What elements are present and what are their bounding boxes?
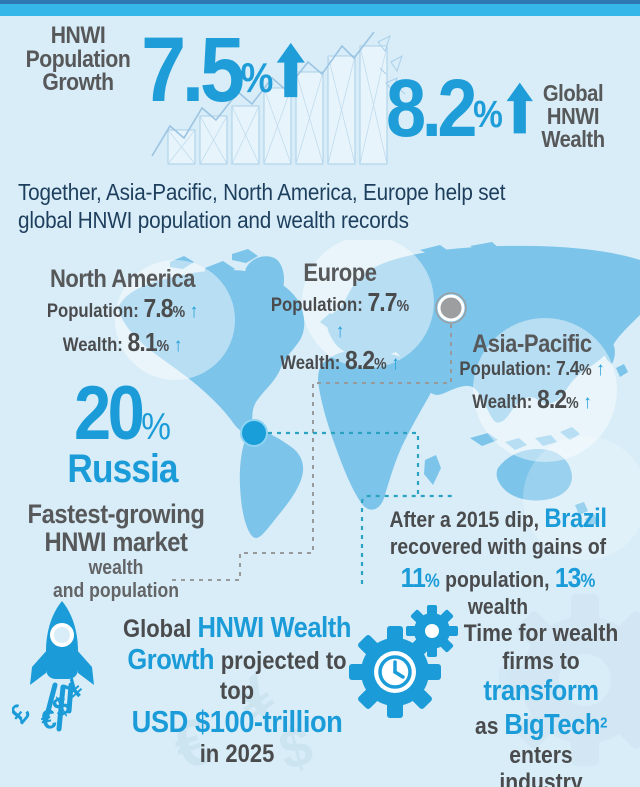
region-wealth-stat: Wealth: 8.1% ↑ [62, 326, 183, 357]
region-block-europe: Europe Population: 7.7% ↑ Wealth: 8.2% ↑ [265, 260, 415, 377]
message-line-4: industry [499, 769, 583, 787]
brazil-line-3: 11% population, 13% wealth [400, 561, 596, 620]
wealth-value: 8.2 [345, 344, 375, 375]
wealth-growth-value: 8.2 [386, 63, 478, 154]
watermark-gear [499, 594, 640, 766]
brazil-note: After a 2015 dip, Brazil recovered with … [377, 502, 620, 621]
up-arrow-icon [506, 82, 533, 133]
wealth-value: 8.2 [537, 383, 567, 414]
svg-text:€: € [38, 703, 59, 735]
region-population-stat: Population: 7.4% ↑ [459, 358, 605, 381]
subtitle-line: Together, Asia-Pacific, North America, E… [18, 179, 506, 205]
percent-sign: % [240, 53, 274, 101]
population-value: 7.8 [143, 293, 173, 324]
up-arrow-icon [276, 42, 306, 97]
desc-line: HNWI market wealth [44, 527, 188, 580]
bar-mesh-lines [167, 45, 388, 165]
population-growth-stat: 7.5 % [141, 19, 306, 121]
region-block-asia-pacific: Asia-Pacific Population: 7.4% ↑ Wealth: … [453, 331, 611, 416]
up-arrow-icon: ↑ [189, 301, 199, 323]
top-accent-strip [0, 4, 640, 16]
russia-stat-block: 20% Russia [50, 371, 195, 491]
clock-hands [393, 660, 405, 679]
projection-line-4: in 2025 [199, 739, 275, 768]
desc-line: and population [52, 580, 180, 603]
projection-line-1: Global HNWI Wealth [122, 612, 352, 644]
projection-line-3: USD $100-trillion [131, 703, 343, 739]
up-arrow-icon: ↑ [583, 391, 592, 413]
brazil-line-1: After a 2015 dip, Brazil [389, 503, 607, 533]
region-name: Asia-Pacific [472, 330, 592, 358]
message-line-3: as BigTech2 enters [475, 708, 607, 769]
subtitle-line: global HNWI population and wealth record… [18, 207, 409, 234]
population-value: 7.4 [555, 358, 580, 381]
russia-value: 20% [73, 371, 172, 456]
russia-description: Fastest-growing HNWI market wealth and p… [18, 500, 213, 603]
message-line-2: firms to transform [483, 647, 599, 708]
map-landmasses [118, 242, 640, 538]
region-wealth-stat: Wealth: 8.2% ↑ [280, 344, 400, 375]
region-halos [115, 240, 640, 560]
label-line: Growth [42, 69, 114, 97]
desc-line: Fastest-growing [27, 499, 205, 529]
region-population-stat: Population: 7.8% ↑ [46, 293, 199, 324]
gear-clock-icon [349, 605, 458, 718]
global-hnwi-wealth-label: Global HNWI Wealth [525, 82, 622, 151]
small-gear-icon [406, 605, 458, 657]
brazil-text-bracket [360, 494, 452, 584]
population-value: 7.7 [367, 287, 397, 318]
russia-name: Russia [67, 447, 178, 491]
rocket-window [50, 623, 74, 647]
wealth-value: 8.1 [127, 326, 158, 357]
russia-marker-ring [435, 292, 467, 324]
bigtech-superscript: 2 [600, 714, 607, 732]
top-edge-strip [0, 0, 640, 4]
up-arrow-icon: ↑ [391, 352, 400, 374]
svg-text:£: £ [12, 698, 36, 729]
shatter-particles [377, 35, 406, 95]
bigtech-message: Time for wealth firms to transform as Bi… [457, 620, 624, 787]
label-line: HNWI [50, 22, 106, 49]
currency-symbols: ¥ $ € £ [12, 673, 89, 736]
growth-line-icon [151, 31, 375, 157]
rocket-icon: ¥ $ € £ [12, 601, 94, 736]
percent-sign: % [473, 93, 503, 136]
projection-line-2: Growth projected to top [127, 644, 347, 705]
label-line: Global [542, 80, 604, 106]
hnwi-population-growth-label: HNWI Population Growth [16, 24, 139, 95]
population-growth-value: 7.5 [141, 19, 245, 121]
message-line-1: Time for wealth [463, 620, 619, 647]
world-map [115, 240, 640, 584]
growth-bar-chart-graphic [151, 31, 406, 165]
label-line: Wealth [541, 126, 605, 152]
region-wealth-stat: Wealth: 8.2% ↑ [472, 383, 592, 414]
subtitle: Together, Asia-Pacific, North America, E… [18, 178, 506, 234]
label-line: HNWI [546, 103, 600, 129]
up-arrow-icon: ↑ [173, 334, 183, 356]
wealth-growth-stat: 8.2 % [386, 63, 533, 154]
up-arrow-icon: ↑ [335, 320, 345, 342]
russia-marker-dot [437, 294, 465, 322]
region-name: North America [49, 265, 196, 293]
up-arrow-icon: ↑ [596, 359, 605, 381]
label-line: Population [25, 45, 131, 73]
brazil-dashed-connector [268, 431, 420, 496]
region-name: Europe [303, 259, 377, 287]
region-population-stat: Population: 7.7% ↑ [270, 287, 410, 342]
brazil-marker-dot [240, 419, 268, 447]
clock-face [378, 655, 412, 689]
wealth-growth-projection: Global HNWI Wealth Growth projected to t… [119, 612, 355, 768]
rocket-exhaust-lines [43, 682, 74, 732]
brazil-line-2: recovered with gains of [389, 534, 607, 560]
region-block-north-america: North America Population: 7.8% ↑ Wealth:… [41, 266, 204, 359]
